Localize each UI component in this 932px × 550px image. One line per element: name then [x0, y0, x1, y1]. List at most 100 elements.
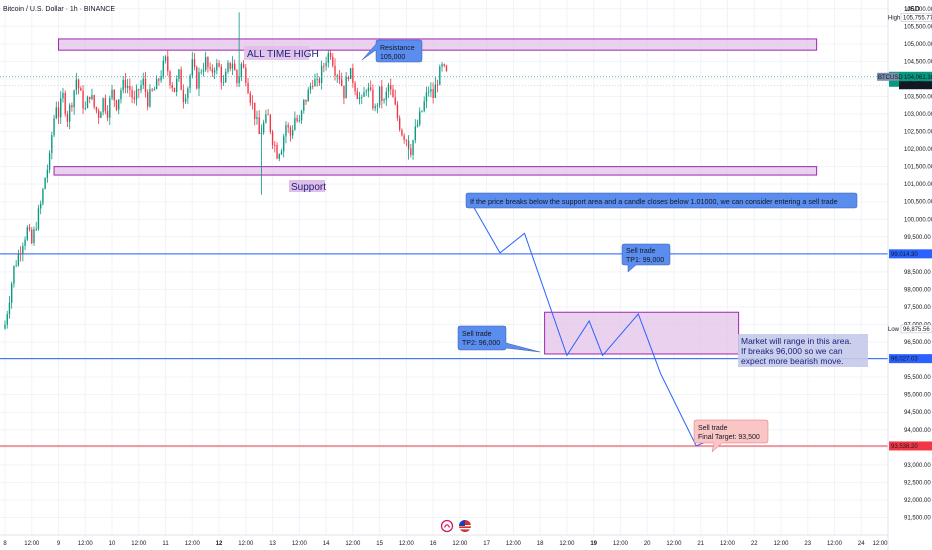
y-tick-label: 98,500.00 — [904, 270, 931, 276]
candle-body — [211, 68, 214, 73]
x-tick-label: 13 — [269, 541, 276, 547]
candle-body — [412, 140, 414, 156]
y-tick-label: 101,000.00 — [904, 182, 932, 188]
candle-body — [140, 85, 142, 91]
candle-body — [100, 112, 102, 118]
candle-body — [332, 56, 334, 66]
candle-body — [135, 89, 138, 100]
candle-body — [294, 118, 296, 130]
candle-body — [258, 117, 260, 135]
y-tick-label: 102,500.00 — [904, 130, 932, 136]
range-note-line: If breaks 96,000 so we can — [741, 346, 843, 356]
y-tick-label: 94,500.00 — [904, 410, 931, 416]
candle-body — [64, 92, 66, 115]
candle-body — [352, 68, 354, 83]
candle-body — [31, 229, 33, 244]
candle-body — [372, 89, 374, 109]
candle-body — [138, 89, 140, 91]
time-axis[interactable]: 8 12:00 9 12:00 10 12:00 11 12:00 12 12:00 13 12:00… — [3, 541, 888, 547]
candle-body — [403, 135, 405, 140]
candle-body — [434, 84, 437, 98]
candle-body — [126, 85, 129, 89]
x-tick-label: 12:00 — [827, 541, 843, 547]
candle-body — [71, 105, 73, 108]
resistance-value: 105,000 — [380, 54, 405, 61]
candle-body — [209, 67, 211, 69]
candle-body — [180, 69, 182, 91]
candle-body — [213, 70, 216, 73]
candle-body — [347, 77, 350, 80]
x-tick-label: 21 — [697, 541, 704, 547]
target-lines — [0, 76, 888, 447]
candle-body — [278, 154, 280, 159]
candle-body — [189, 75, 191, 89]
candle-body — [396, 104, 399, 118]
candle-body — [416, 124, 419, 127]
y-tick-label: 103,000.00 — [904, 112, 932, 118]
candle-body — [289, 127, 292, 136]
candle-body — [158, 79, 160, 81]
price-axis[interactable]: 106,000.00 105,500.00 105,000.00 104,500.00… — [877, 7, 932, 522]
x-tick-label: 12:00 — [399, 541, 415, 547]
candle-body — [102, 98, 104, 113]
candle-body — [349, 68, 352, 80]
tp1-callout — [621, 243, 671, 273]
candle-body — [236, 70, 238, 83]
candle-body — [283, 136, 285, 152]
candle-body — [62, 92, 64, 99]
candle-body — [173, 87, 176, 92]
candle-body — [358, 97, 361, 99]
candle-body — [153, 89, 156, 91]
candle-body — [44, 177, 46, 189]
candle-body — [97, 110, 100, 118]
candle-body — [336, 75, 338, 77]
candle-body — [46, 169, 49, 178]
candle-body — [423, 101, 425, 111]
candle-body — [167, 56, 169, 72]
candle-body — [432, 89, 434, 98]
candle-body — [363, 92, 365, 97]
candle-body — [13, 266, 15, 284]
y-tick-label: 102,000.00 — [904, 147, 932, 153]
candle-body — [276, 145, 278, 159]
candle-body — [220, 66, 222, 83]
y-tick-label: 104,500.00 — [904, 59, 932, 65]
candle-body — [269, 114, 272, 132]
candle-body — [24, 239, 26, 246]
x-tick-label: 12:00 — [238, 541, 254, 547]
y-tick-label: 100,500.00 — [904, 200, 932, 206]
candle-body — [303, 99, 305, 111]
tp2-value: TP2: 96,000 — [462, 340, 500, 347]
candle-body — [193, 59, 196, 68]
candle-body — [300, 110, 303, 121]
resistance-label: Resistance — [380, 45, 415, 52]
candle-body — [280, 151, 283, 155]
candle-body — [267, 114, 269, 116]
candle-body — [318, 79, 321, 83]
candle-body — [345, 77, 347, 99]
candle-body — [149, 89, 151, 107]
candle-body — [338, 75, 341, 80]
candle-body — [160, 75, 162, 81]
final-target-line-label: 93,538.20 — [891, 444, 918, 450]
candle-body — [233, 63, 236, 71]
candle-body — [439, 66, 441, 85]
final-target-value: Final Target: 93,500 — [698, 434, 760, 441]
candle-body — [15, 265, 17, 267]
candle-body — [265, 114, 267, 123]
x-tick-label: 12:00 — [78, 541, 94, 547]
high-tag: High — [888, 15, 900, 21]
candle-body — [104, 98, 107, 112]
candle-body — [365, 91, 367, 93]
candle-body — [142, 78, 144, 86]
candle-body — [240, 63, 243, 77]
x-tick-label: 12:00 — [24, 541, 40, 547]
support-zone — [53, 166, 818, 176]
candle-body — [182, 90, 185, 102]
final-target-callout — [693, 419, 769, 453]
candle-body — [178, 69, 180, 79]
candle-body — [249, 93, 251, 103]
candle-body — [84, 108, 86, 109]
range-zone — [544, 311, 740, 355]
